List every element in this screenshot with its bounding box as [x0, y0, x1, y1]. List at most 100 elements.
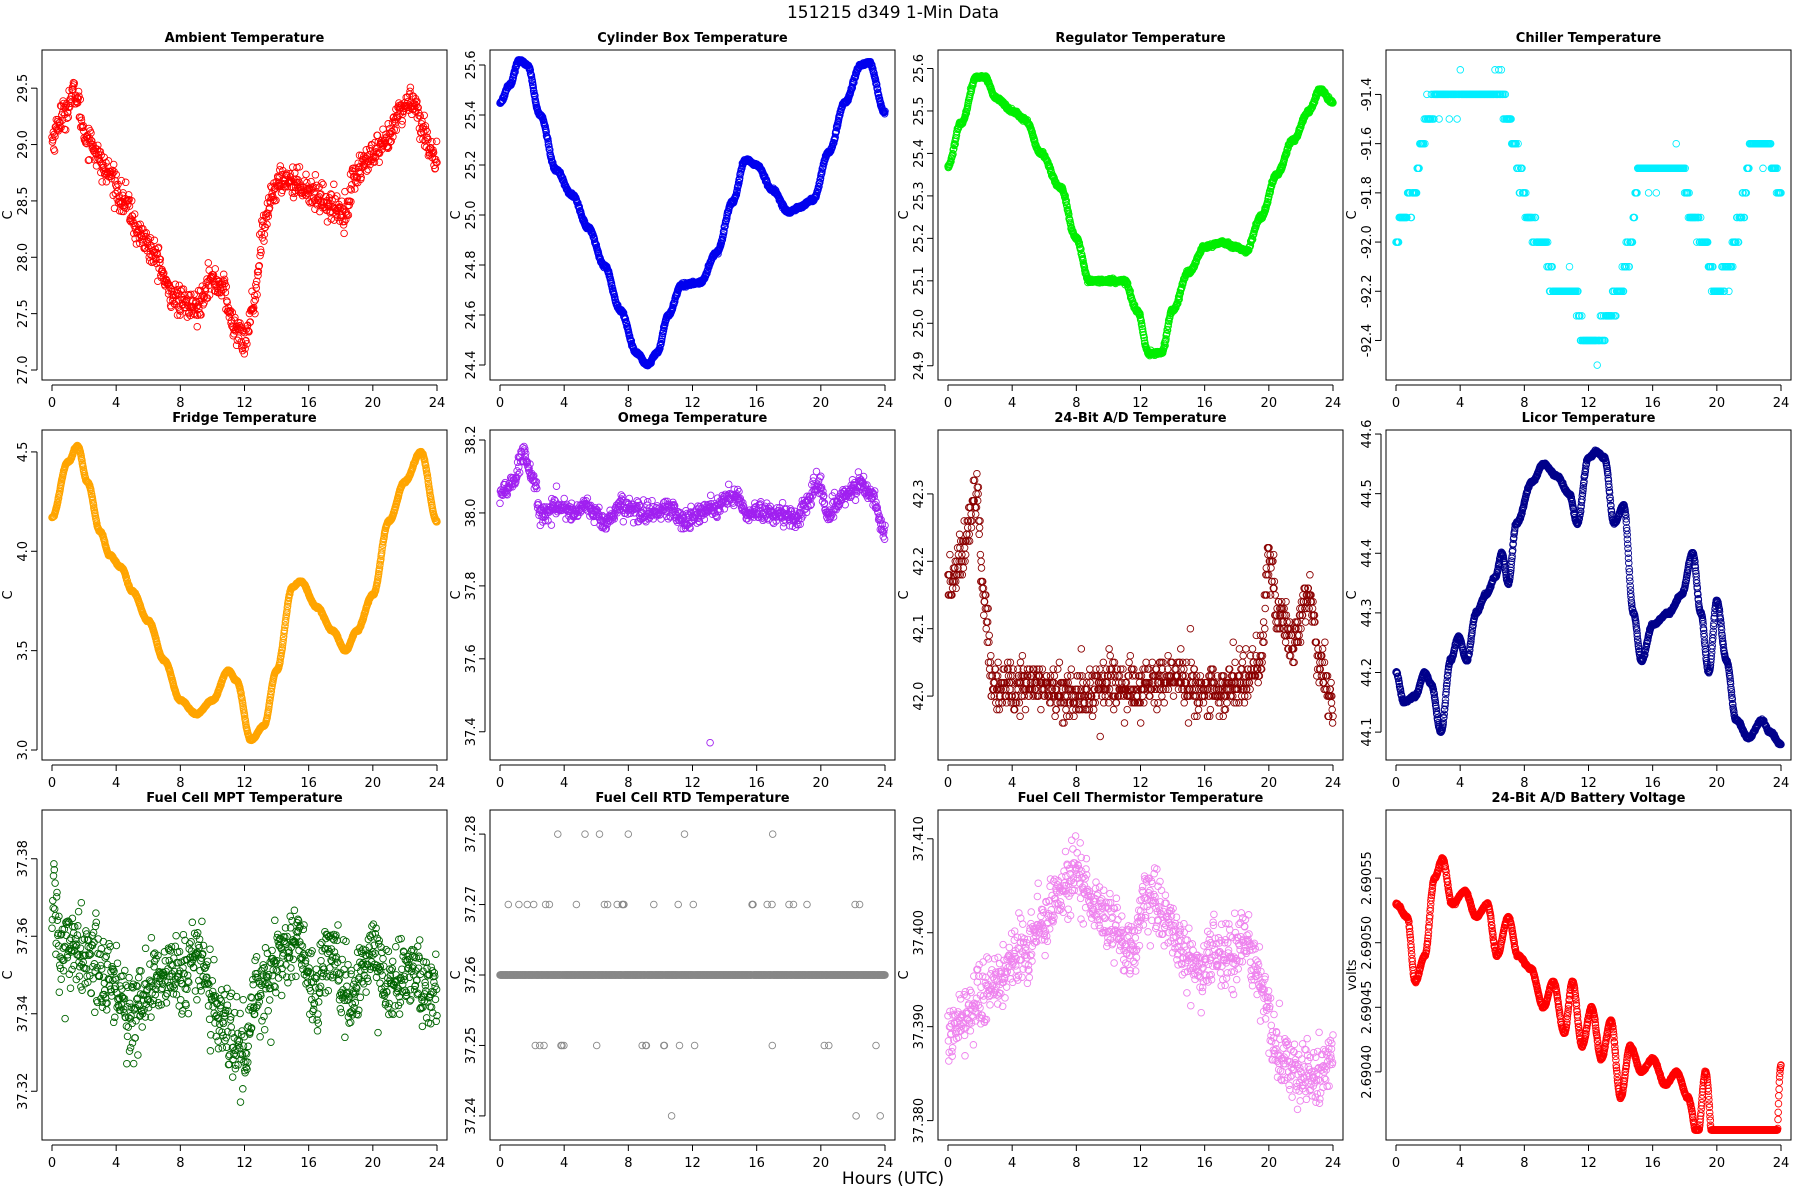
data-point: [621, 315, 630, 323]
data-point: [263, 220, 271, 229]
y-tick-label: 4.0: [16, 541, 31, 562]
figure-title: 151215 d349 1-Min Data: [787, 3, 999, 23]
data-point: [74, 87, 83, 96]
data-point: [204, 259, 213, 267]
chart-title: Chiller Temperature: [1516, 31, 1662, 46]
data-point: [233, 336, 242, 345]
data-point: [422, 125, 430, 134]
data-point: [333, 192, 341, 200]
data-point: [302, 170, 310, 179]
data-point: [130, 229, 138, 238]
y-axis-label: C: [449, 210, 464, 219]
y-tick-label: -91.4: [1360, 78, 1375, 112]
x-tick-label: 16: [1196, 396, 1213, 411]
data-point: [184, 301, 192, 310]
data-point: [347, 197, 355, 206]
x-tick-label: 16: [300, 776, 317, 791]
y-tick-label: -91.8: [1360, 176, 1375, 210]
data-point: [186, 311, 195, 320]
data-point: [580, 217, 589, 226]
data-point: [340, 229, 348, 238]
data-point: [420, 111, 428, 120]
data-point: [252, 280, 260, 289]
y-tick-label: 24.9: [912, 351, 927, 380]
x-tick-label: 4: [1008, 396, 1016, 411]
data-point: [112, 170, 120, 179]
y-tick-label: 25.4: [912, 139, 927, 168]
x-tick-label: 16: [300, 396, 317, 411]
data-point: [127, 197, 136, 205]
data-point: [315, 183, 323, 191]
x-tick-label: 8: [1520, 396, 1528, 411]
data-point: [1759, 164, 1767, 173]
y-tick-label: 3.5: [16, 640, 31, 661]
y-axis-label: C: [1345, 210, 1360, 219]
data-point: [356, 170, 365, 178]
data-point: [211, 265, 219, 273]
data-point: [378, 142, 387, 151]
data-point: [221, 288, 230, 297]
data-point: [607, 279, 616, 287]
data-point: [255, 262, 264, 270]
data-point: [346, 185, 354, 193]
plot-frame: [489, 49, 896, 381]
data-point: [529, 81, 537, 90]
x-axis: 0 4 8 12 16 20 24: [48, 384, 446, 411]
y-axis-label: C: [1, 590, 16, 599]
data-point: [181, 291, 189, 299]
data-point: [333, 213, 342, 222]
data-point: [248, 305, 257, 313]
data-point: [156, 258, 164, 267]
x-tick-label: 0: [1392, 396, 1400, 411]
data-point: [544, 135, 552, 143]
data-point: [98, 178, 106, 186]
data-point: [197, 311, 205, 319]
data-point: [527, 73, 536, 81]
data-point: [258, 221, 267, 230]
data-point: [240, 350, 249, 358]
data-point: [217, 288, 225, 296]
data-point: [276, 166, 284, 174]
y-axis: 24.424.624.825.025.225.425.6: [464, 51, 486, 379]
data-point: [384, 143, 393, 152]
data-point: [252, 277, 261, 286]
data-point: [56, 118, 64, 126]
data-point: [1445, 115, 1454, 123]
data-point: [196, 286, 205, 295]
x-tick-label: 24: [429, 396, 446, 411]
x-tick-label: 8: [176, 396, 184, 411]
y-tick-label: 3.0: [16, 740, 31, 761]
data-point: [77, 116, 86, 125]
data-point: [428, 138, 436, 146]
data-point: [339, 221, 348, 229]
data-point: [531, 91, 539, 100]
x-tick-label: 4: [560, 396, 568, 411]
data-point: [251, 296, 260, 304]
data-point: [379, 125, 387, 133]
data-point: [154, 243, 163, 252]
data-point: [1593, 361, 1601, 369]
data-point: [64, 108, 72, 117]
data-point: [175, 281, 183, 290]
chart-title: Fridge Temperature: [172, 411, 317, 426]
data-point: [384, 144, 392, 153]
y-tick-label: 25.2: [464, 151, 479, 180]
data-point: [85, 134, 94, 143]
data-point: [124, 191, 133, 199]
plot-frame: [41, 49, 448, 381]
x-tick-label: 20: [1709, 396, 1726, 411]
data-point: [226, 306, 235, 315]
x-tick-label: 16: [1644, 396, 1661, 411]
x-tick-label: 24: [429, 776, 446, 791]
data-point: [364, 165, 372, 174]
data-point: [235, 322, 244, 330]
data-point: [432, 137, 441, 146]
x-axis: 0 4 8 12 16 20 24: [48, 764, 446, 791]
data-point: [389, 133, 397, 141]
data-point: [108, 166, 117, 175]
y-axis: 3.03.54.04.5: [16, 442, 38, 761]
data-point: [109, 169, 117, 177]
data-point: [136, 239, 144, 248]
data-point: [184, 290, 192, 299]
